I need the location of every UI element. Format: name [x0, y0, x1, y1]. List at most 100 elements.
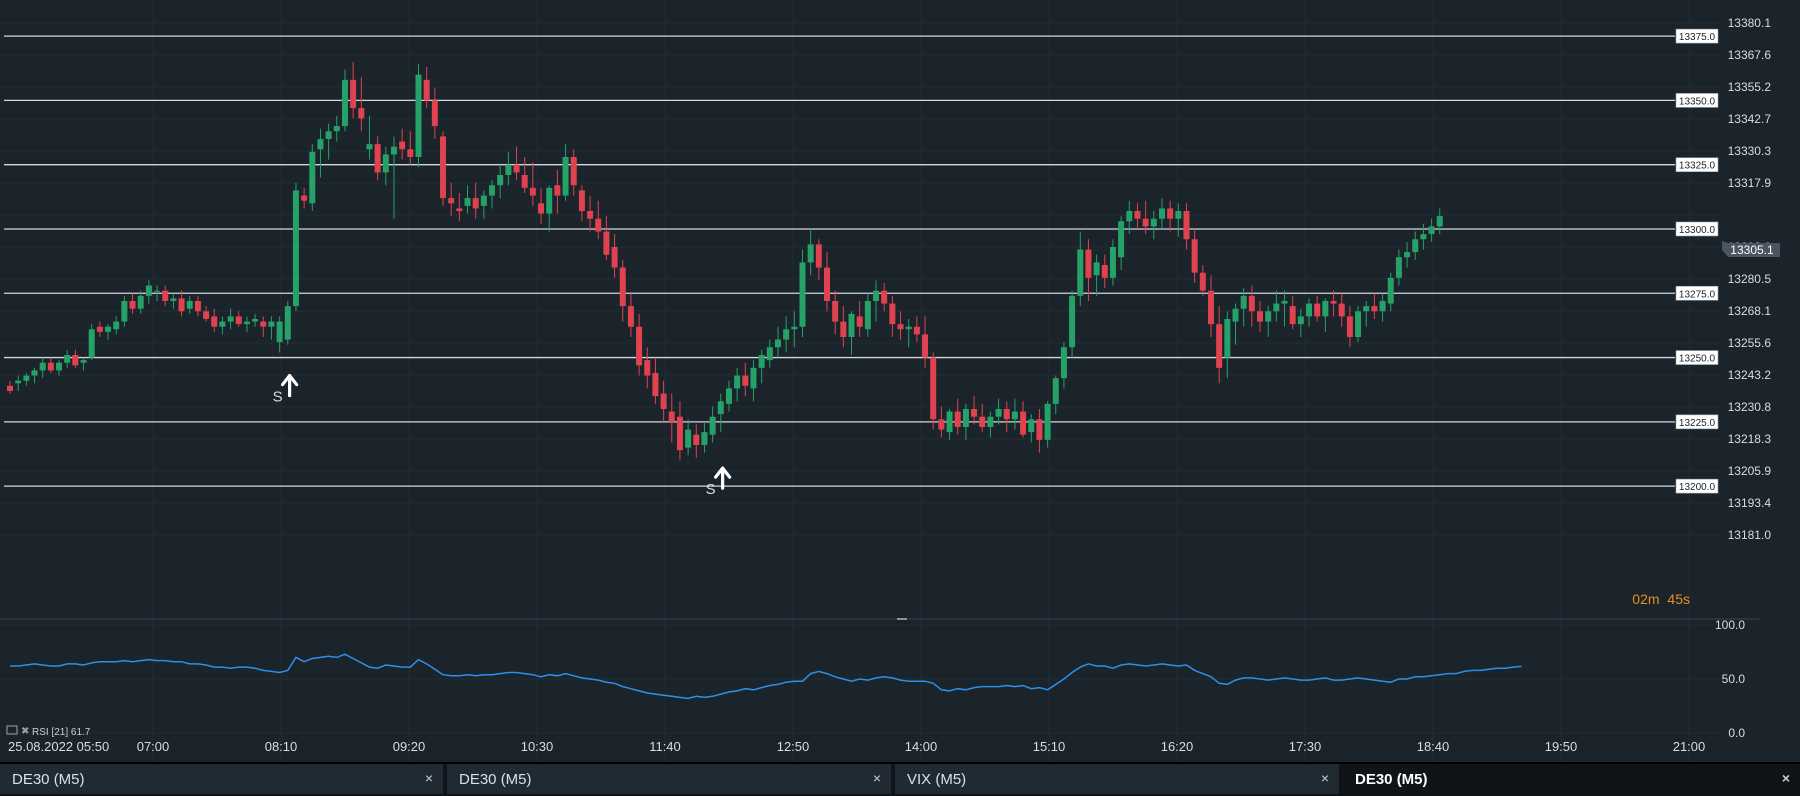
chart-tab-4-active[interactable]: DE30 (M5) ×	[1343, 764, 1800, 794]
horizontal-levels[interactable]: 13375.0 13350.0 13325.0 13300.0 13275.0 13250…	[4, 28, 1719, 494]
candle	[1142, 200, 1149, 235]
candle	[832, 290, 839, 335]
rsi-label: RSI [21] 61.7	[32, 727, 91, 738]
level-tag	[1675, 478, 1719, 494]
candle	[701, 421, 708, 453]
candle	[815, 239, 822, 281]
candle	[938, 406, 945, 438]
candle	[1232, 303, 1239, 345]
candle	[15, 375, 22, 391]
level-tag	[1675, 221, 1719, 237]
candle	[538, 187, 545, 224]
candlestick-series	[7, 61, 1443, 461]
candle	[717, 393, 724, 433]
level-tag-label: 13350.0	[1679, 96, 1716, 107]
candle	[807, 228, 814, 276]
candle	[962, 403, 969, 440]
pane-resize-handle[interactable]	[897, 618, 907, 620]
close-icon[interactable]: ×	[424, 770, 434, 786]
candle	[1248, 285, 1255, 327]
candle	[1044, 401, 1051, 448]
candle	[260, 316, 267, 337]
chart-tab-2[interactable]: DE30 (M5) ×	[447, 764, 895, 794]
candle	[415, 64, 422, 168]
candle	[292, 182, 299, 312]
candle	[873, 280, 880, 322]
candle	[1257, 300, 1264, 332]
candle	[1069, 290, 1076, 358]
price-tick-label: 13193.4	[1728, 496, 1772, 510]
candle	[1306, 298, 1313, 327]
candle	[88, 324, 95, 361]
price-tick-label: 13367.6	[1728, 48, 1772, 62]
candle	[578, 185, 585, 222]
arrow-up-icon	[714, 466, 732, 490]
candle	[1167, 200, 1174, 232]
candle	[1420, 223, 1427, 250]
candle	[170, 293, 177, 309]
time-tick-label: 08:10	[265, 739, 298, 754]
candle	[570, 149, 577, 196]
rsi-legend[interactable]: ✖ RSI [21] 61.7	[6, 725, 91, 738]
candle	[1289, 295, 1296, 330]
level-tag	[1675, 414, 1719, 430]
candle	[1240, 288, 1247, 327]
candle	[284, 300, 291, 345]
level-tag	[1675, 157, 1719, 172]
candle	[685, 419, 692, 456]
candle	[864, 293, 871, 337]
candle	[448, 182, 455, 217]
candle	[954, 398, 961, 435]
price-tick-label: 13268.1	[1728, 304, 1772, 318]
candle	[145, 280, 152, 304]
time-tick-label: 18:40	[1417, 739, 1450, 754]
candle	[317, 128, 324, 178]
candle	[1216, 306, 1223, 384]
level-tag-label: 13275.0	[1679, 289, 1716, 300]
price-axis[interactable]: 13380.1 13367.6 13355.2 13342.7 13330.3 13317…	[1728, 16, 1772, 542]
candle	[113, 316, 120, 335]
candle	[268, 316, 275, 340]
time-axis[interactable]: 25.08.2022 05:50 07:00 08:10 09:20 10:30 11:…	[8, 739, 1705, 754]
candle	[56, 360, 63, 376]
time-tick-label: 15:10	[1033, 739, 1066, 754]
candle	[1150, 210, 1157, 240]
candle	[783, 316, 790, 353]
candle	[1346, 306, 1353, 348]
candle	[1109, 239, 1116, 286]
time-tick-label: 07:00	[137, 739, 170, 754]
candle	[1093, 254, 1100, 296]
candle	[554, 169, 561, 214]
candle	[693, 424, 700, 458]
level-tag-label: 13325.0	[1679, 161, 1716, 172]
candle	[423, 66, 430, 109]
chart-tab-3[interactable]: VIX (M5) ×	[895, 764, 1343, 794]
countdown-seconds: 45s	[1667, 591, 1690, 607]
candle	[227, 308, 234, 330]
candle	[1020, 401, 1027, 438]
candle	[194, 295, 201, 317]
chart-tab-1[interactable]: DE30 (M5) ×	[0, 764, 447, 794]
chart-grid	[0, 0, 1720, 762]
price-chart[interactable]: 13375.0 13350.0 13325.0 13300.0 13275.0 13250…	[0, 0, 1800, 762]
close-icon[interactable]: ×	[1781, 770, 1791, 786]
price-tick-label: 13317.9	[1728, 176, 1772, 190]
time-tick-label: 11:40	[649, 739, 681, 754]
time-tick-label: 12:50	[777, 739, 810, 754]
price-tick-label: 13205.9	[1728, 464, 1772, 478]
level-tag-label: 13250.0	[1679, 354, 1716, 365]
candle-countdown: 02m 45s	[1632, 591, 1690, 607]
candle	[603, 216, 610, 260]
candle	[374, 136, 381, 181]
price-tick-label: 13218.3	[1728, 432, 1772, 446]
candle	[1387, 272, 1394, 312]
time-tick-label: 14:00	[905, 739, 938, 754]
candle	[1207, 275, 1214, 337]
candle	[971, 396, 978, 425]
candle	[505, 151, 512, 186]
close-icon[interactable]: ×	[872, 770, 882, 786]
rsi-tick-label: 0.0	[1728, 726, 1745, 740]
close-icon[interactable]: ×	[1320, 770, 1330, 786]
candle	[1404, 241, 1411, 268]
level-tag	[1675, 350, 1719, 365]
